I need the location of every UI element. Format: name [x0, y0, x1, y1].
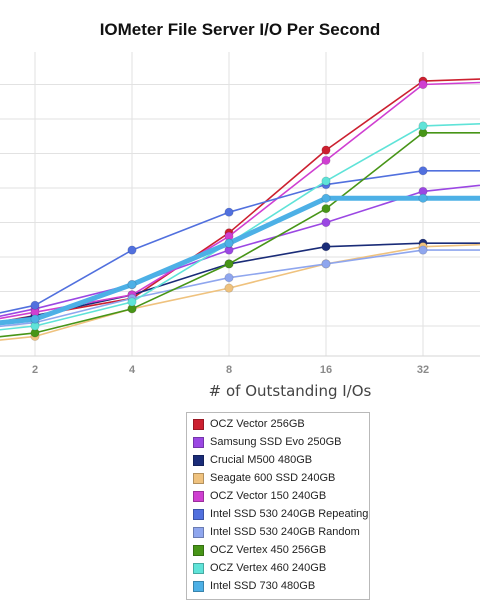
chart-legend: OCZ Vector 256GB Samsung SSD Evo 250GB Cru… [186, 412, 370, 600]
legend-item: OCZ Vertex 450 256GB [187, 541, 369, 559]
series-point-7 [418, 245, 428, 255]
legend-item: Crucial M500 480GB [187, 451, 369, 469]
series-point-6 [30, 300, 40, 310]
series-point-3 [321, 242, 331, 252]
legend-item: Intel SSD 530 240GB Random [187, 523, 369, 541]
legend-swatch [193, 472, 204, 484]
legend-item: OCZ Vertex 460 240GB [187, 559, 369, 577]
legend-label: OCZ Vertex 460 240GB [210, 562, 327, 574]
x-tick-label: 2 [32, 364, 38, 376]
legend-label: Samsung SSD Evo 250GB [210, 436, 342, 448]
legend-swatch [193, 580, 204, 592]
series-point-6 [127, 245, 137, 255]
legend-label: Crucial M500 480GB [210, 454, 313, 466]
x-tick-label: 16 [320, 364, 332, 376]
x-tick-label: 8 [226, 364, 232, 376]
legend-label: Intel SSD 530 240GB Repeating [210, 508, 369, 520]
legend-label: OCZ Vector 256GB [210, 418, 305, 430]
legend-item: Intel SSD 730 480GB [187, 577, 369, 595]
series-point-9 [418, 121, 428, 131]
legend-label: Intel SSD 530 240GB Random [210, 526, 360, 538]
series-point-10 [127, 279, 137, 290]
legend-item: Samsung SSD Evo 250GB [187, 433, 369, 451]
series-line-4 [0, 243, 480, 341]
legend-swatch [193, 508, 204, 520]
legend-label: Intel SSD 730 480GB [210, 580, 316, 592]
series-point-9 [127, 297, 137, 307]
legend-swatch [193, 454, 204, 466]
series-point-5 [418, 79, 428, 90]
series-point-10 [224, 238, 234, 248]
series-point-10 [321, 193, 331, 203]
legend-item: OCZ Vector 150 240GB [187, 487, 369, 505]
series-point-4 [224, 283, 234, 293]
legend-swatch [193, 526, 204, 538]
series-line-5 [0, 81, 480, 320]
series-point-1 [321, 145, 331, 155]
series-point-8 [224, 259, 234, 269]
series-group [0, 76, 480, 341]
series-point-6 [224, 207, 234, 217]
series-point-2 [321, 217, 331, 228]
legend-item: OCZ Vector 256GB [187, 415, 369, 433]
series-line-6 [0, 170, 480, 314]
series-point-5 [321, 155, 331, 165]
legend-item: Seagate 600 SSD 240GB [187, 469, 369, 487]
x-axis-label: # of Outstanding I/Os [208, 382, 372, 400]
legend-swatch [193, 562, 204, 574]
legend-label: OCZ Vector 150 240GB [210, 490, 327, 502]
series-point-10 [418, 193, 428, 203]
series-point-7 [224, 273, 234, 283]
series-point-10 [30, 314, 40, 324]
series-line-1 [0, 78, 480, 323]
series-point-7 [321, 259, 331, 269]
legend-swatch [193, 436, 204, 448]
legend-label: Seagate 600 SSD 240GB [210, 472, 336, 484]
series-point-9 [321, 176, 331, 186]
series-point-6 [418, 166, 428, 176]
x-tick-label: 4 [129, 364, 136, 376]
legend-swatch [193, 418, 204, 430]
legend-item: Intel SSD 530 240GB Repeating [187, 505, 369, 523]
legend-label: OCZ Vertex 450 256GB [210, 544, 327, 556]
chart-title: IOMeter File Server I/O Per Second [99, 20, 381, 39]
series-point-8 [321, 204, 331, 214]
legend-swatch [193, 544, 204, 556]
legend-swatch [193, 490, 204, 502]
x-tick-label: 32 [417, 364, 429, 376]
